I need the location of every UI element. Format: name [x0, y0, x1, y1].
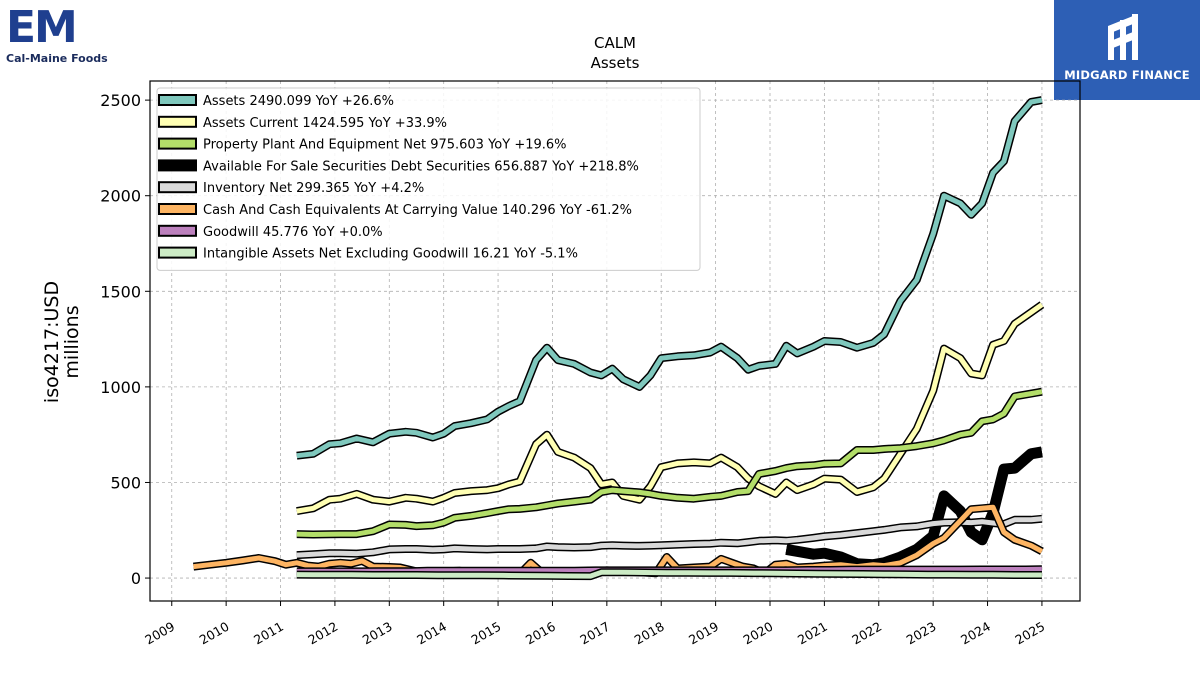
x-tick-label: 2025 [1012, 619, 1047, 648]
series-2 [296, 387, 1043, 539]
y-tick-label: 0 [131, 569, 141, 588]
legend-swatch [158, 115, 197, 128]
legend-swatch [158, 94, 197, 106]
series-5 [193, 503, 1044, 579]
x-tick-label: 2012 [305, 619, 340, 648]
legend-swatch [158, 137, 197, 150]
series-lines [193, 96, 1045, 581]
chart-title: CALM [594, 34, 636, 52]
legend-swatch [158, 224, 197, 237]
series-line-outline [296, 301, 1045, 516]
x-tick-label: 2011 [251, 619, 286, 648]
midgard-finance-logo: MIDGARD FINANCE [1054, 0, 1200, 100]
series-line [785, 447, 1043, 569]
x-tick-label: 2018 [632, 619, 667, 648]
midgard-finance-brand: MIDGARD FINANCE [1064, 68, 1190, 82]
x-tick-label: 2009 [142, 619, 177, 648]
chart-subtitle: Assets [591, 54, 640, 72]
legend-label: Property Plant And Equipment Net 975.603… [203, 138, 567, 153]
legend-swatch [158, 246, 197, 259]
x-tick-label: 2013 [360, 619, 395, 648]
legend-box [156, 87, 701, 271]
series-3 [785, 446, 1043, 571]
legend-swatch [158, 181, 197, 194]
cal-maine-logo: EM Cal-Maine Foods [6, 6, 116, 68]
x-tick-label: 2019 [686, 619, 721, 648]
x-tick-label: 2010 [197, 619, 232, 648]
legend-label: Intangible Assets Net Excluding Goodwill… [203, 247, 578, 262]
series-4 [296, 514, 1043, 560]
x-tick-label: 2023 [904, 619, 939, 648]
y-tick-label: 500 [110, 473, 141, 492]
y-tick-label: 2500 [100, 91, 141, 110]
midgard-rune-icon [1108, 14, 1138, 60]
series-0 [296, 96, 1043, 460]
x-tick-label: 2024 [958, 619, 993, 648]
x-tick-label: 2017 [577, 619, 612, 648]
legend: Assets 2490.099 YoY +26.6% Assets Current… [156, 87, 701, 271]
y-tick-label: 2000 [100, 187, 141, 206]
x-tick-label: 2014 [414, 619, 449, 648]
series-line [296, 516, 1043, 558]
legend-label: Available For Sale Securities Debt Secur… [203, 159, 639, 174]
legend-swatch [158, 203, 197, 215]
y-axis-label-line: iso4217:USD [41, 281, 63, 403]
legend-label: Inventory Net 299.365 YoY +4.2% [203, 181, 424, 196]
series-line [296, 389, 1043, 537]
x-tick-label: 2021 [795, 619, 830, 648]
series-line [296, 569, 1042, 579]
legend-label: Assets 2490.099 YoY +26.6% [203, 94, 394, 109]
legend-label: Assets Current 1424.595 YoY +33.9% [203, 116, 447, 131]
series-7 [296, 568, 1042, 581]
y-tick-label: 1500 [100, 282, 141, 301]
plot-frame [149, 80, 1081, 602]
series-line [296, 97, 1043, 459]
cal-maine-logo-name: Cal-Maine Foods [6, 52, 108, 65]
x-tick-label: 2015 [469, 619, 504, 648]
x-tick-label: 2020 [740, 619, 775, 648]
cal-maine-logo-mark: EM [6, 2, 78, 53]
y-axis-label: iso4217:USDmillions [41, 281, 83, 403]
legend-swatch [158, 159, 197, 172]
legend-label: Cash And Cash Equivalents At Carrying Va… [203, 203, 632, 218]
legend-label: Goodwill 45.776 YoY +0.0% [203, 225, 383, 240]
series-1 [296, 301, 1045, 516]
x-tick-label: 2022 [849, 619, 884, 648]
series-line [296, 302, 1044, 514]
y-axis-label-line: millions [61, 305, 83, 378]
series-line [193, 504, 1044, 577]
y-tick-label: 1000 [100, 378, 141, 397]
x-tick-label: 2016 [523, 619, 558, 648]
